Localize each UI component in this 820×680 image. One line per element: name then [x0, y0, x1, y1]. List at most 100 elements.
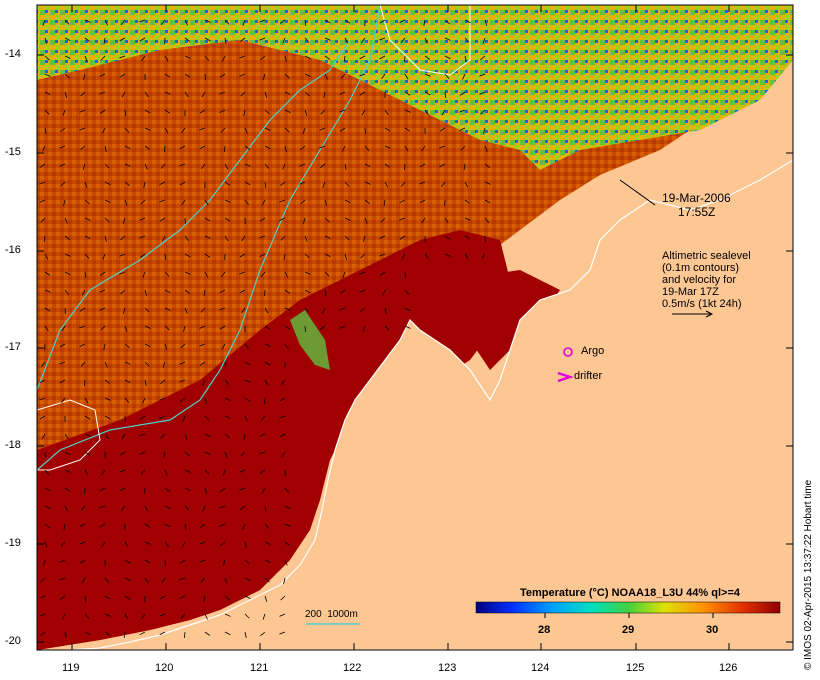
velocity-vector	[64, 289, 70, 295]
velocity-vector	[79, 325, 86, 329]
velocity-vector	[179, 181, 186, 186]
velocity-vector	[139, 415, 146, 420]
velocity-vector	[219, 73, 226, 78]
velocity-vector	[43, 559, 46, 566]
velocity-vector	[79, 523, 86, 528]
velocity-vector	[204, 415, 210, 421]
velocity-vector	[64, 505, 69, 512]
velocity-vector	[84, 433, 91, 437]
velocity-vector	[119, 469, 126, 473]
velocity-vector	[444, 73, 450, 79]
velocity-vector	[184, 19, 189, 26]
velocity-vector	[143, 181, 146, 188]
velocity-vector	[362, 325, 366, 332]
velocity-vector	[44, 523, 50, 529]
velocity-vector	[444, 19, 450, 25]
velocity-vector	[199, 343, 206, 347]
velocity-vector	[244, 415, 248, 422]
velocity-vector	[324, 235, 331, 239]
velocity-vector	[300, 145, 306, 151]
velocity-vector	[282, 37, 286, 44]
velocity-vector	[103, 37, 106, 44]
velocity-vector	[64, 217, 68, 224]
velocity-vector	[160, 19, 166, 25]
velocity-vector	[219, 109, 226, 113]
velocity-vector	[304, 271, 311, 275]
velocity-vector	[279, 181, 286, 186]
velocity-vector	[124, 595, 131, 600]
velocity-vector	[279, 415, 286, 419]
velocity-vector	[144, 577, 149, 584]
velocity-vector	[322, 307, 326, 314]
velocity-vector	[44, 289, 51, 293]
velocity-vector	[164, 289, 171, 294]
velocity-vector	[279, 217, 286, 221]
lat-tick: -15	[5, 146, 21, 158]
velocity-vector	[164, 55, 169, 62]
velocity-vector	[359, 271, 366, 275]
velocity-vector	[44, 451, 46, 459]
velocity-vector	[142, 397, 146, 404]
velocity-vector	[204, 613, 208, 620]
velocity-vector	[159, 181, 166, 185]
velocity-vector	[220, 127, 226, 133]
velocity-vector	[322, 181, 326, 188]
velocity-vector	[299, 181, 306, 185]
velocity-vector	[104, 361, 108, 368]
cool-patch	[290, 310, 330, 370]
velocity-vector	[164, 127, 169, 134]
altimetry-line: and velocity for	[662, 274, 736, 286]
velocity-vector	[141, 55, 146, 62]
velocity-vector	[119, 271, 126, 275]
velocity-vector	[164, 91, 171, 95]
velocity-vector	[360, 253, 366, 259]
velocity-vector	[124, 613, 129, 620]
velocity-vector	[224, 379, 230, 385]
velocity-vector	[84, 595, 87, 602]
velocity-vector	[199, 541, 206, 545]
lat-tick: -17	[5, 341, 21, 353]
velocity-vector	[99, 91, 106, 95]
velocity-vector	[323, 91, 326, 98]
velocity-vector	[339, 325, 346, 329]
warm-bay-water	[450, 270, 560, 370]
velocity-vector	[284, 541, 290, 546]
velocity-vector	[180, 613, 186, 619]
velocity-vector	[84, 379, 86, 387]
velocity-vector	[124, 541, 129, 548]
velocity-vector	[284, 271, 289, 278]
velocity-vector	[464, 217, 471, 221]
velocity-vector	[44, 541, 48, 548]
velocity-vector	[462, 73, 466, 80]
velocity-vector	[444, 55, 451, 60]
velocity-vector	[44, 271, 51, 276]
velocity-vector	[264, 343, 271, 347]
velocity-vector	[224, 361, 227, 369]
velocity-vector	[84, 253, 90, 259]
velocity-vector	[104, 397, 111, 401]
velocity-vector	[59, 343, 66, 348]
altimetry-line: (0.1m contours)	[662, 262, 740, 274]
velocity-vector	[204, 469, 210, 475]
velocity-vector	[199, 361, 206, 366]
velocity-vector	[124, 199, 128, 206]
velocity-vector	[244, 145, 251, 150]
velocity-vector	[64, 37, 71, 42]
velocity-vector	[144, 127, 151, 131]
velocity-vector	[60, 127, 66, 133]
velocity-vector	[262, 613, 266, 620]
velocity-vector	[159, 415, 166, 419]
velocity-vector	[144, 379, 147, 386]
velocity-vector	[259, 37, 266, 41]
time-label: 17:55Z	[678, 205, 716, 219]
velocity-vector	[224, 613, 231, 617]
velocity-vector	[424, 253, 429, 260]
velocity-vector	[239, 505, 246, 510]
velocity-vector	[324, 289, 327, 296]
velocity-vector	[444, 235, 451, 240]
velocity-vector	[80, 91, 86, 97]
velocity-vector	[480, 109, 486, 115]
velocity-vector	[140, 199, 146, 205]
velocity-vector	[104, 181, 111, 185]
